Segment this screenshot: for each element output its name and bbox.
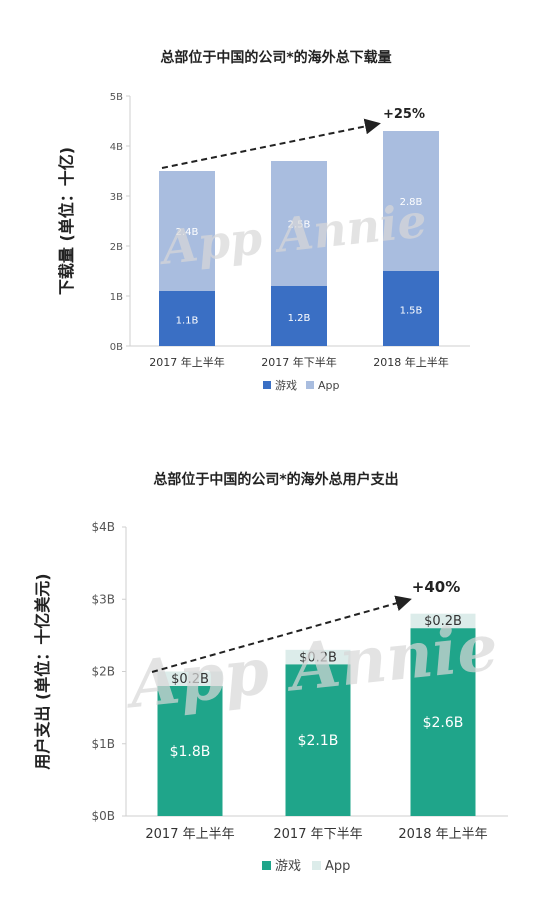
growth-arrow bbox=[161, 118, 381, 169]
bar-games-2 bbox=[285, 664, 351, 816]
y-axis-label: 用户支出 (单位：十亿美元) bbox=[33, 573, 52, 769]
data-label-games: 1.1B bbox=[176, 316, 199, 327]
data-label-games: $1.8B bbox=[170, 744, 211, 760]
chart-title: 总部位于中国的公司*的海外总用户支出 bbox=[153, 471, 398, 488]
x-tick-label: 2017 年下半年 bbox=[273, 827, 362, 842]
x-tick-label: 2017 年上半年 bbox=[149, 355, 225, 369]
legend-label-app: App bbox=[325, 859, 350, 874]
y-tick-label: $0B bbox=[91, 809, 115, 823]
data-label-app: $0.2B bbox=[424, 614, 462, 629]
data-label-app: 2.8B bbox=[400, 197, 423, 208]
bar-games-3 bbox=[410, 628, 476, 816]
growth-arrow bbox=[151, 595, 412, 673]
y-tick-label: $3B bbox=[91, 592, 115, 606]
y-tick-label: 0B bbox=[110, 342, 123, 353]
growth-label: +25% bbox=[383, 107, 425, 122]
data-label-games: 1.5B bbox=[400, 306, 423, 317]
bar-app-2 bbox=[285, 649, 351, 665]
data-label-app: 2.4B bbox=[176, 227, 199, 238]
bar-app-3 bbox=[383, 131, 439, 271]
bar-app-3 bbox=[410, 613, 476, 629]
x-tick-label: 2018 年上半年 bbox=[373, 355, 449, 369]
y-tick-label: 4B bbox=[110, 142, 123, 153]
y-tick-label: 3B bbox=[110, 192, 123, 203]
legend-swatch-games bbox=[262, 861, 271, 870]
y-tick-label: $1B bbox=[91, 737, 115, 751]
y-tick-label: $4B bbox=[91, 520, 115, 534]
bar-app-2 bbox=[271, 161, 327, 286]
chart-title: 总部位于中国的公司*的海外总下载量 bbox=[160, 49, 391, 66]
y-axis-label: 下载量 (单位：十亿) bbox=[57, 147, 76, 295]
y-tick-label: 1B bbox=[110, 292, 123, 303]
bar-games-3 bbox=[383, 271, 439, 346]
bar-app-1 bbox=[157, 671, 223, 686]
legend-swatch-app bbox=[312, 861, 321, 870]
data-label-app: $0.2B bbox=[171, 672, 209, 687]
legend-label-app: App bbox=[318, 379, 340, 392]
bar-games-2 bbox=[271, 286, 327, 346]
data-label-games: $2.6B bbox=[423, 715, 464, 731]
legend-label-games: 游戏 bbox=[275, 859, 301, 874]
legend-swatch-app bbox=[306, 381, 314, 389]
bar-games-1 bbox=[159, 291, 215, 346]
bar-app-1 bbox=[159, 171, 215, 291]
x-tick-label: 2017 年下半年 bbox=[261, 355, 337, 369]
growth-label: +40% bbox=[412, 578, 460, 596]
x-tick-label: 2018 年上半年 bbox=[398, 827, 487, 842]
bar-games-1 bbox=[157, 685, 223, 816]
data-label-app: 2.5B bbox=[288, 220, 311, 231]
y-tick-label: 5B bbox=[110, 92, 123, 103]
legend-label-games: 游戏 bbox=[275, 379, 297, 392]
x-tick-label: 2017 年上半年 bbox=[145, 827, 234, 842]
data-label-app: $0.2B bbox=[299, 650, 337, 665]
y-tick-label: $2B bbox=[91, 665, 115, 679]
data-label-games: 1.2B bbox=[288, 313, 311, 324]
legend-swatch-games bbox=[263, 381, 271, 389]
data-label-games: $2.1B bbox=[298, 733, 339, 749]
y-tick-label: 2B bbox=[110, 242, 123, 253]
